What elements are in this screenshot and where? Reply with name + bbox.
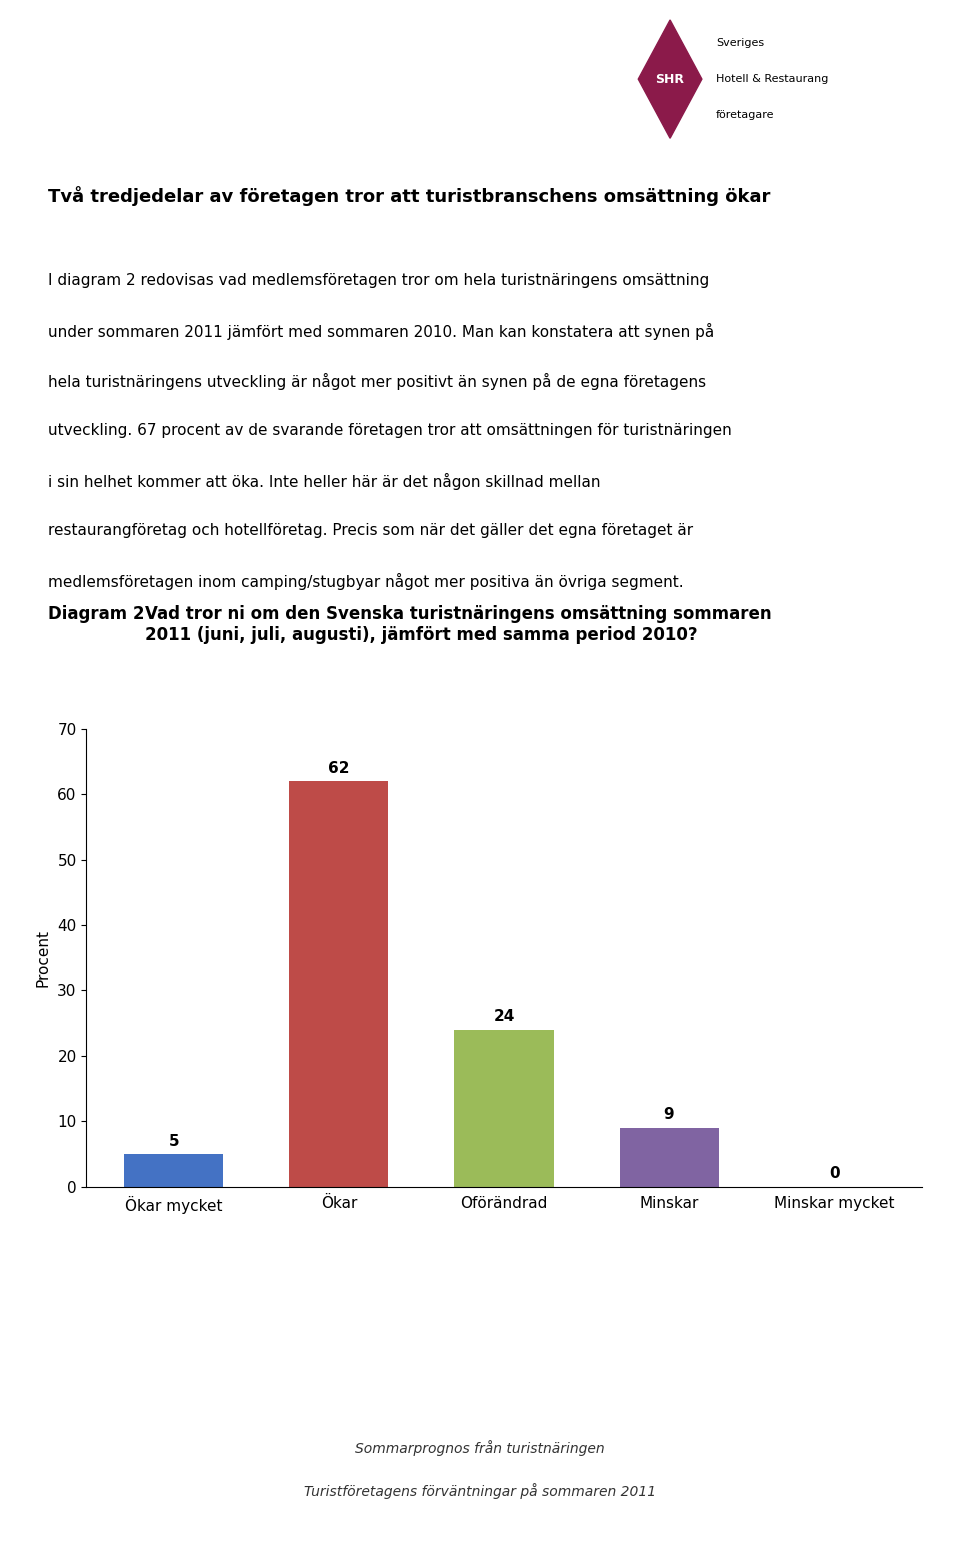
Bar xyxy=(454,1030,554,1187)
Text: restaurangföretag och hotellföretag. Precis som när det gäller det egna företage: restaurangföretag och hotellföretag. Pre… xyxy=(48,523,693,538)
Text: företagare: företagare xyxy=(716,110,775,121)
Text: i sin helhet kommer att öka. Inte heller här är det någon skillnad mellan: i sin helhet kommer att öka. Inte heller… xyxy=(48,473,601,490)
Text: Turistföretagens förväntningar på sommaren 2011: Turistföretagens förväntningar på sommar… xyxy=(304,1483,656,1498)
Text: 5: 5 xyxy=(169,1134,180,1149)
Text: Diagram 2: Diagram 2 xyxy=(48,605,161,624)
Text: 62: 62 xyxy=(328,762,349,776)
Polygon shape xyxy=(638,20,702,138)
Text: I diagram 2 redovisas vad medlemsföretagen tror om hela turistnäringens omsättni: I diagram 2 redovisas vad medlemsföretag… xyxy=(48,273,709,288)
Text: hela turistnäringens utveckling är något mer positivt än synen på de egna företa: hela turistnäringens utveckling är något… xyxy=(48,372,707,389)
Bar xyxy=(619,1128,719,1187)
Bar xyxy=(125,1154,224,1187)
Text: Hotell & Restaurang: Hotell & Restaurang xyxy=(716,74,828,84)
Text: under sommaren 2011 jämfört med sommaren 2010. Man kan konstatera att synen på: under sommaren 2011 jämfört med sommaren… xyxy=(48,323,714,340)
Text: Sveriges: Sveriges xyxy=(716,37,764,48)
Text: 24: 24 xyxy=(493,1010,515,1024)
Text: 9: 9 xyxy=(663,1107,674,1123)
Bar xyxy=(289,782,389,1187)
Text: utveckling. 67 procent av de svarande företagen tror att omsättningen för turist: utveckling. 67 procent av de svarande fö… xyxy=(48,423,732,437)
Text: Vad tror ni om den Svenska turistnäringens omsättning sommaren
2011 (juni, juli,: Vad tror ni om den Svenska turistnäringe… xyxy=(145,605,772,644)
Y-axis label: Procent: Procent xyxy=(36,929,50,986)
Text: 0: 0 xyxy=(828,1166,839,1182)
Text: Två tredjedelar av företagen tror att turistbranschens omsättning ökar: Två tredjedelar av företagen tror att tu… xyxy=(48,186,770,206)
Text: SHR: SHR xyxy=(656,73,684,85)
Text: medlemsföretagen inom camping/stugbyar något mer positiva än övriga segment.: medlemsföretagen inom camping/stugbyar n… xyxy=(48,572,684,589)
Text: Sommarprognos från turistnäringen: Sommarprognos från turistnäringen xyxy=(355,1441,605,1456)
